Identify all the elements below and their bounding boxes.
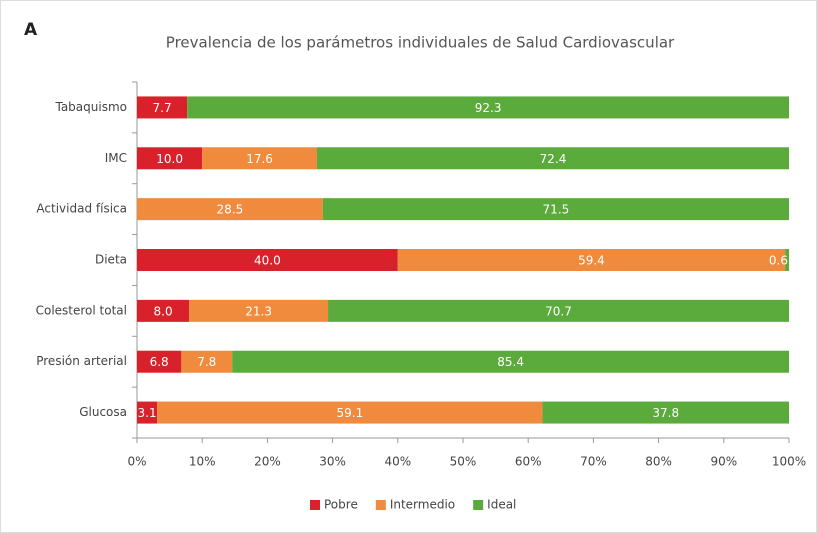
bar-segment (542, 401, 789, 424)
legend-swatch (375, 500, 386, 510)
bar-segment (397, 249, 786, 271)
value-label: 8.0 (154, 304, 173, 318)
value-label: 92.3 (475, 101, 502, 115)
legend-label: Pobre (324, 498, 358, 512)
value-label: 85.4 (497, 355, 524, 369)
y-tick-label: Actividad física (36, 202, 127, 216)
legend-swatch (310, 500, 320, 510)
x-tick-label: 80% (645, 455, 672, 469)
x-tick-label: 50% (450, 455, 477, 469)
bar-segment (785, 249, 789, 271)
panel-label: A (24, 20, 38, 40)
bar-segment (137, 350, 182, 373)
bar-segment (137, 299, 190, 322)
value-label: 6.8 (150, 355, 169, 369)
value-label: 7.8 (197, 355, 216, 369)
x-tick-label: 10% (189, 455, 216, 469)
value-label: 72.4 (540, 152, 567, 166)
x-tick-label: 20% (254, 455, 281, 469)
y-tick-label: Glucosa (79, 405, 127, 419)
y-tick-label: IMC (105, 151, 127, 165)
value-label: 0.6 (769, 254, 788, 268)
bar-segment (137, 147, 203, 170)
legend-swatch (473, 500, 484, 510)
value-label: 7.7 (153, 101, 172, 115)
x-tick-label: 40% (384, 455, 411, 469)
y-tick-label: Dieta (95, 253, 127, 267)
bar-segment (187, 96, 790, 119)
x-tick-label: 30% (319, 455, 346, 469)
bar-segment (232, 350, 789, 373)
bar-segment (137, 249, 398, 271)
value-label: 59.4 (578, 254, 605, 268)
value-label: 70.7 (545, 304, 572, 318)
value-label: 37.8 (652, 406, 679, 420)
value-label: 10.0 (156, 152, 183, 166)
bar-segment (137, 198, 323, 221)
value-label: 40.0 (254, 254, 281, 268)
value-label: 28.5 (217, 203, 244, 217)
bar-segment (202, 147, 317, 170)
bar-segment (328, 299, 789, 322)
value-label: 71.5 (543, 203, 570, 217)
bar-segment (316, 147, 789, 170)
bar-segment (189, 299, 329, 322)
bar-segment (137, 401, 158, 424)
y-tick-label: Presión arterial (36, 354, 127, 368)
value-label: 3.1 (138, 406, 157, 420)
value-label: 17.6 (246, 152, 273, 166)
bar-segment (157, 401, 543, 424)
x-tick-label: 100% (772, 455, 806, 469)
y-tick-label: Colesterol total (36, 303, 127, 317)
value-label: 21.3 (245, 304, 272, 318)
x-tick-label: 60% (515, 455, 542, 469)
bar-segment (137, 96, 188, 119)
legend-label: Intermedio (390, 498, 455, 512)
value-label: 59.1 (337, 406, 364, 420)
y-tick-label: Tabaquismo (54, 100, 127, 114)
legend-label: Ideal (487, 498, 516, 512)
x-tick-label: 70% (580, 455, 607, 469)
chart-title: Prevalencia de los parámetros individual… (166, 34, 675, 52)
bar-segment (181, 350, 233, 373)
x-tick-label: 90% (710, 455, 737, 469)
bar-segment (322, 198, 789, 221)
x-tick-label: 0% (127, 455, 146, 469)
